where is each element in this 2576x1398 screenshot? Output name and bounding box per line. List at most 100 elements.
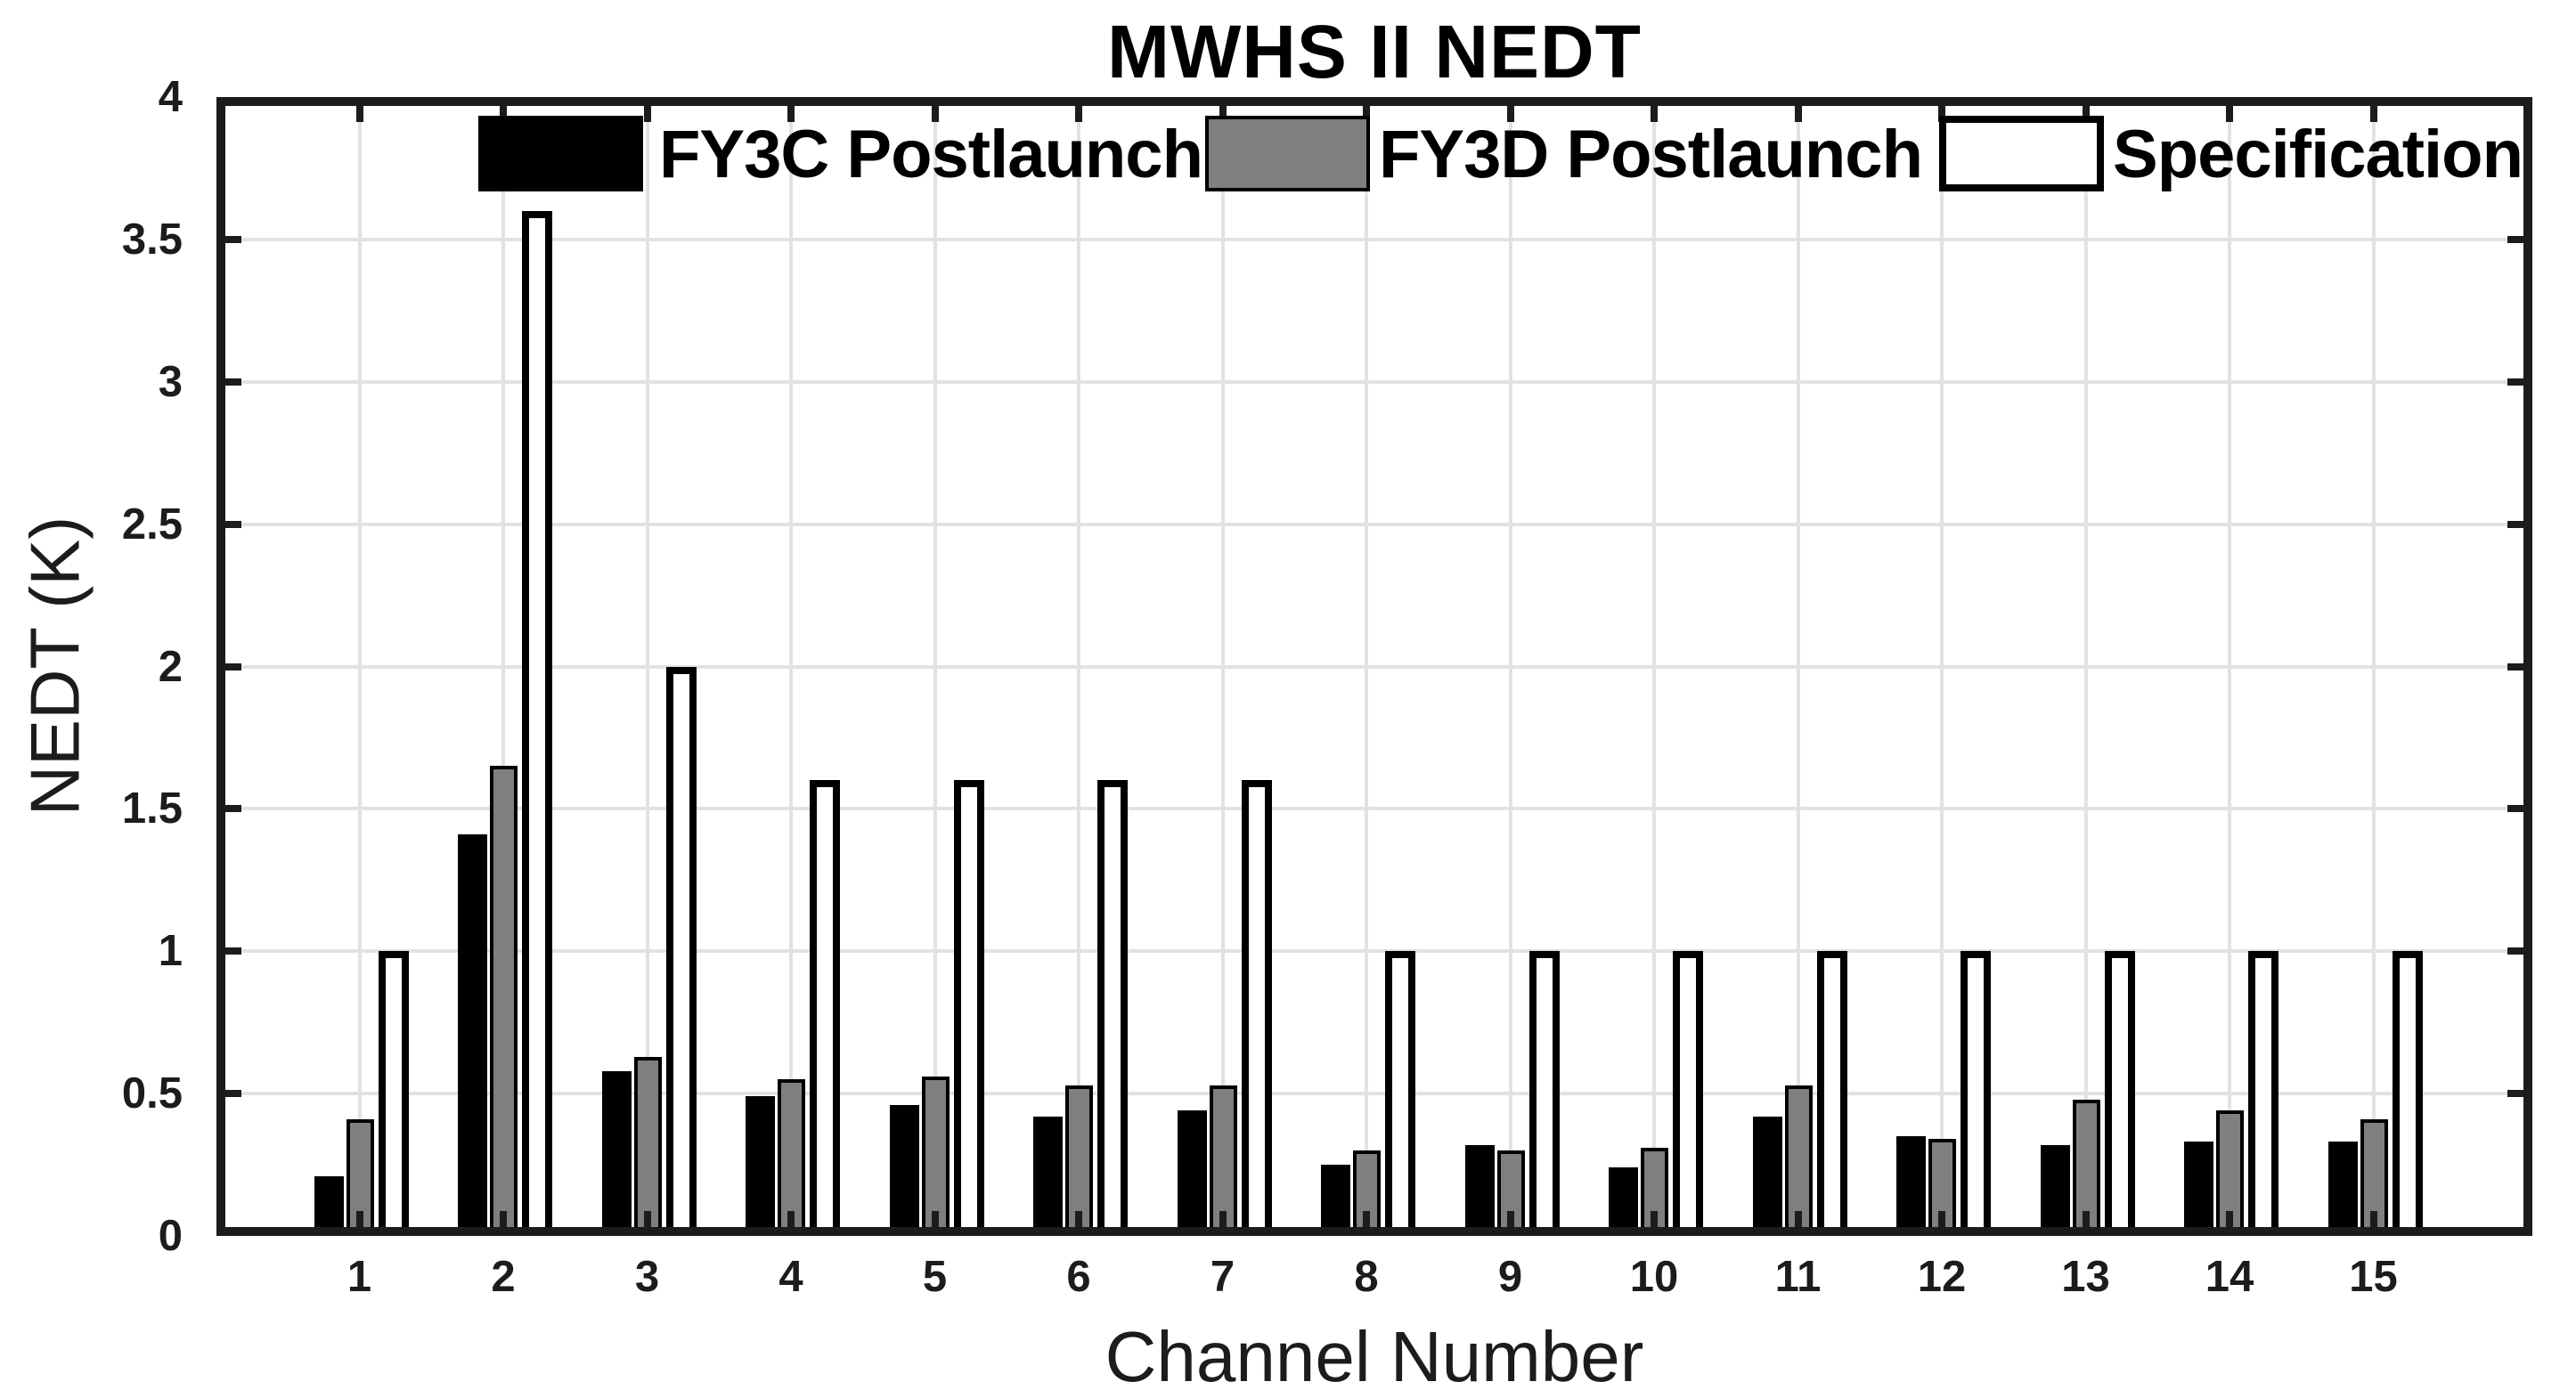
x-tick-label-9: 9 [1497, 1253, 1523, 1301]
v-gridline-ch1 [357, 97, 362, 1236]
x-tick-label-2: 2 [491, 1253, 516, 1301]
x-tick-top-ch14 [2226, 97, 2233, 122]
bar-fy3d-ch3 [633, 1056, 662, 1236]
legend-swatch-0 [478, 116, 643, 191]
x-tick-label-6: 6 [1066, 1253, 1091, 1301]
x-tick-label-12: 12 [1917, 1253, 1967, 1301]
bar-spec-ch9 [1528, 951, 1560, 1236]
legend-swatch-2 [1939, 116, 2104, 191]
x-tick-top-ch1 [355, 97, 363, 122]
edge-left [216, 97, 225, 1236]
bar-spec-ch10 [1673, 951, 1703, 1236]
v-gridline-ch9 [1508, 97, 1512, 1236]
bar-fy3d-ch7 [1209, 1085, 1237, 1236]
x-tick-bottom-ch12 [1938, 1211, 1945, 1236]
bar-fy3c-ch4 [746, 1096, 775, 1236]
v-gridline-ch11 [1796, 97, 1800, 1236]
v-gridline-ch7 [1220, 97, 1225, 1236]
bar-fy3d-ch5 [921, 1076, 950, 1236]
y-tick-right-1.5 [2507, 805, 2532, 813]
y-tick-label-0.5: 0.5 [121, 1069, 183, 1118]
x-tick-bottom-ch10 [1651, 1211, 1658, 1236]
bar-fy3c-ch3 [601, 1070, 632, 1236]
bar-fy3d-ch6 [1065, 1085, 1093, 1236]
plot-area: FY3C Postlaunch FY3D Postlaunch Specificat… [216, 97, 2532, 1236]
bar-fy3d-ch14 [2216, 1110, 2244, 1236]
x-tick-bottom-ch14 [2226, 1211, 2233, 1236]
bar-spec-ch6 [1097, 780, 1128, 1236]
bar-fy3c-ch7 [1177, 1110, 1207, 1236]
v-gridline-ch8 [1365, 97, 1368, 1236]
x-tick-label-11: 11 [1774, 1253, 1822, 1301]
x-tick-bottom-ch5 [931, 1211, 939, 1236]
h-gridline-1 [216, 949, 2532, 954]
v-gridline-ch13 [2083, 97, 2088, 1236]
x-tick-bottom-ch2 [500, 1211, 507, 1236]
h-gridline-2.5 [216, 522, 2532, 526]
x-tick-top-ch3 [643, 97, 651, 122]
edge-right [2523, 97, 2532, 1236]
y-tick-left-2.5 [216, 520, 241, 528]
y-tick-label-3: 3 [158, 357, 183, 406]
x-tick-top-ch7 [1219, 97, 1227, 122]
x-tick-top-ch15 [2369, 97, 2377, 122]
bar-fy3c-ch10 [1609, 1167, 1638, 1236]
x-tick-label-5: 5 [922, 1253, 948, 1301]
bar-fy3c-ch11 [1752, 1116, 1782, 1236]
bar-fy3c-ch9 [1464, 1144, 1495, 1236]
bar-spec-ch12 [1961, 951, 1991, 1236]
x-tick-bottom-ch1 [355, 1211, 363, 1236]
y-tick-right-3.5 [2507, 235, 2532, 243]
bar-fy3c-ch6 [1033, 1116, 1063, 1236]
y-tick-label-0: 0 [158, 1212, 183, 1260]
v-gridline-ch6 [1077, 97, 1080, 1236]
x-tick-bottom-ch15 [2369, 1211, 2377, 1236]
legend-label-2: Specification [2113, 117, 2523, 192]
y-tick-left-2 [216, 662, 241, 671]
x-tick-top-ch6 [1075, 97, 1082, 122]
bar-spec-ch13 [2104, 951, 2135, 1236]
h-gridline-0.5 [216, 1092, 2532, 1096]
y-tick-label-1.5: 1.5 [121, 784, 183, 833]
x-tick-top-ch10 [1651, 97, 1658, 122]
x-tick-label-8: 8 [1354, 1253, 1379, 1301]
x-tick-label-15: 15 [2349, 1253, 2398, 1301]
x-tick-bottom-ch6 [1075, 1211, 1082, 1236]
chart-title: MWHS II NEDT [1107, 10, 1642, 93]
y-tick-right-2.5 [2507, 520, 2532, 528]
x-tick-bottom-ch8 [1363, 1211, 1370, 1236]
x-tick-label-4: 4 [779, 1253, 803, 1301]
bar-fy3d-ch11 [1784, 1085, 1813, 1236]
bar-fy3c-ch5 [889, 1104, 919, 1236]
x-tick-top-ch4 [787, 97, 795, 122]
bar-spec-ch11 [1816, 951, 1847, 1236]
h-gridline-2 [216, 664, 2532, 669]
x-tick-bottom-ch13 [2082, 1211, 2090, 1236]
y-tick-label-4: 4 [158, 73, 183, 121]
bar-fy3c-ch14 [2184, 1142, 2213, 1236]
bar-spec-ch4 [810, 780, 840, 1236]
v-gridline-ch4 [789, 97, 793, 1236]
edge-top [216, 97, 2532, 106]
y-tick-label-1: 1 [158, 927, 183, 976]
v-gridline-ch15 [2371, 97, 2376, 1236]
x-tick-bottom-ch7 [1219, 1211, 1227, 1236]
x-tick-bottom-ch3 [643, 1211, 651, 1236]
x-tick-label-3: 3 [634, 1253, 660, 1301]
bar-spec-ch2 [522, 210, 552, 1236]
x-tick-top-ch8 [1363, 97, 1370, 122]
v-gridline-ch3 [645, 97, 649, 1236]
h-gridline-3.5 [216, 237, 2532, 241]
legend-label-0: FY3C Postlaunch [659, 117, 1203, 192]
bar-spec-ch14 [2248, 951, 2278, 1236]
y-tick-left-0.5 [216, 1090, 241, 1098]
x-tick-bottom-ch11 [1794, 1211, 1802, 1236]
bar-fy3d-ch2 [490, 766, 518, 1236]
x-tick-top-ch11 [1794, 97, 1802, 122]
y-tick-left-1.5 [216, 805, 241, 813]
x-tick-top-ch12 [1938, 97, 1945, 122]
x-tick-top-ch9 [1506, 97, 1514, 122]
bar-spec-ch8 [1385, 951, 1415, 1236]
bar-fy3c-ch15 [2327, 1142, 2358, 1236]
